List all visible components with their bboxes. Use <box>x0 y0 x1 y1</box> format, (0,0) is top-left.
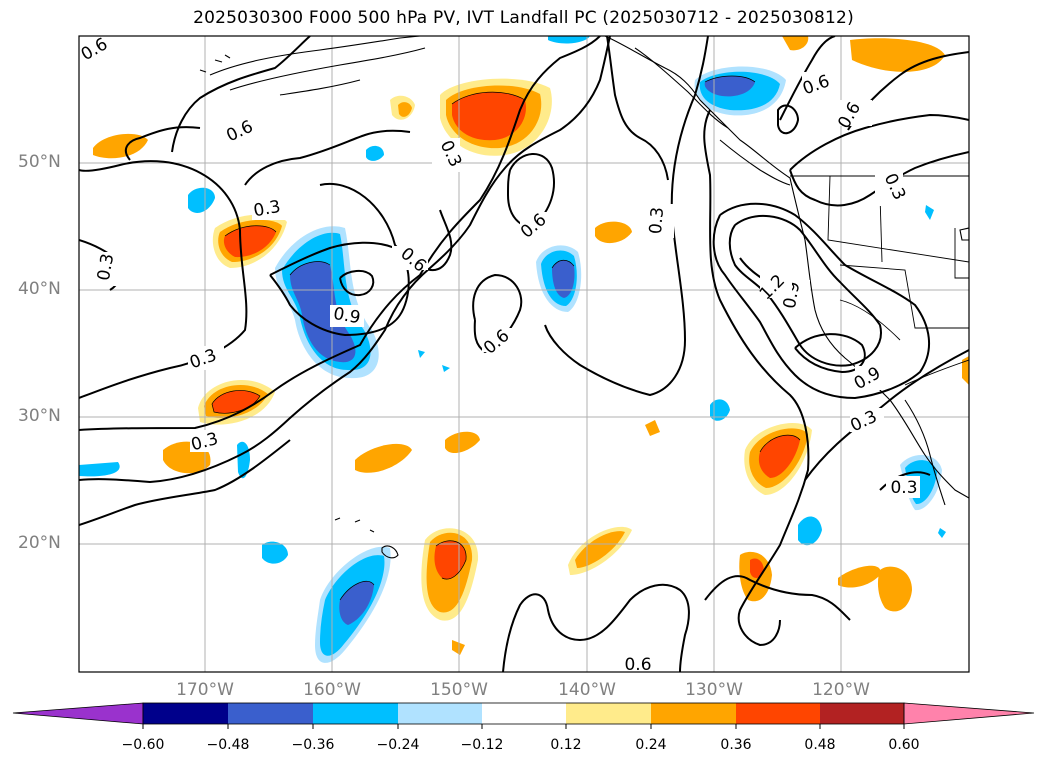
lon-label-140w: 140°W <box>558 680 616 700</box>
lat-label-50n: 50°N <box>18 152 61 172</box>
pv-contours <box>79 36 969 672</box>
negative-anomaly-hawaii-west <box>315 546 391 663</box>
contour-label: 0.3 <box>252 197 282 221</box>
colorbar-bin <box>820 703 904 724</box>
contour-label: 0.3 <box>890 478 917 498</box>
colorbar-tick-label: −0.24 <box>376 737 420 753</box>
colorbar-bin <box>398 703 482 724</box>
negative-anomaly-alaska <box>694 66 786 116</box>
colorbar-bin <box>143 703 228 724</box>
positive-anomaly-sw <box>198 380 275 425</box>
plot-frame <box>78 35 970 673</box>
lat-label-40n: 40°N <box>18 279 61 299</box>
lon-label-130w: 130°W <box>685 680 743 700</box>
colorbar <box>12 702 1035 729</box>
political-borders <box>790 175 969 386</box>
colorbar-tick-label: 0.48 <box>804 737 836 753</box>
colorbar-tick-label: −0.36 <box>291 737 335 753</box>
contour-label: 0.9 <box>332 304 362 328</box>
lon-label-150w: 150°W <box>430 680 488 700</box>
colorbar-tick-label: 0.60 <box>888 737 920 753</box>
colorbar-bin <box>566 703 651 724</box>
colorbar-bin <box>736 703 820 724</box>
colorbar-tick-label: −0.60 <box>121 737 165 753</box>
lon-label-120w: 120°W <box>812 680 870 700</box>
colorbar-extend-low <box>12 702 144 725</box>
colorbar-tick-label: 0.24 <box>635 737 667 753</box>
colorbar-bin <box>651 703 736 724</box>
colorbar-tick-label: 0.12 <box>550 737 582 753</box>
lon-label-170w: 170°W <box>176 680 234 700</box>
positive-anomaly-ne-pacific <box>440 78 552 156</box>
colorbar-bin <box>482 703 566 724</box>
anomaly-outlines <box>211 75 801 601</box>
colorbar-bin <box>313 703 398 724</box>
colorbar-tick-label: 0.36 <box>720 737 752 753</box>
contour-label: 0.3 <box>646 206 668 235</box>
negative-anomaly-mid <box>536 245 582 312</box>
colorbar-bin <box>228 703 313 724</box>
colorbar-tick-label: −0.48 <box>206 737 250 753</box>
positive-anomaly-west <box>212 214 287 268</box>
lon-label-160w: 160°W <box>303 680 361 700</box>
colorbar-tick-label: −0.12 <box>460 737 504 753</box>
colorbar-extend-high <box>903 702 1035 725</box>
contour-label: 0.3 <box>94 252 118 282</box>
coastlines <box>199 36 969 559</box>
positive-anomaly-hawaii <box>421 528 479 621</box>
positive-anomaly-california-offshore <box>744 422 812 495</box>
contour-label: 0.6 <box>624 655 651 675</box>
lat-label-30n: 30°N <box>18 406 61 426</box>
lat-label-20n: 20°N <box>18 533 61 553</box>
map-title: 2025030300 F000 500 hPa PV, IVT Landfall… <box>193 8 854 28</box>
